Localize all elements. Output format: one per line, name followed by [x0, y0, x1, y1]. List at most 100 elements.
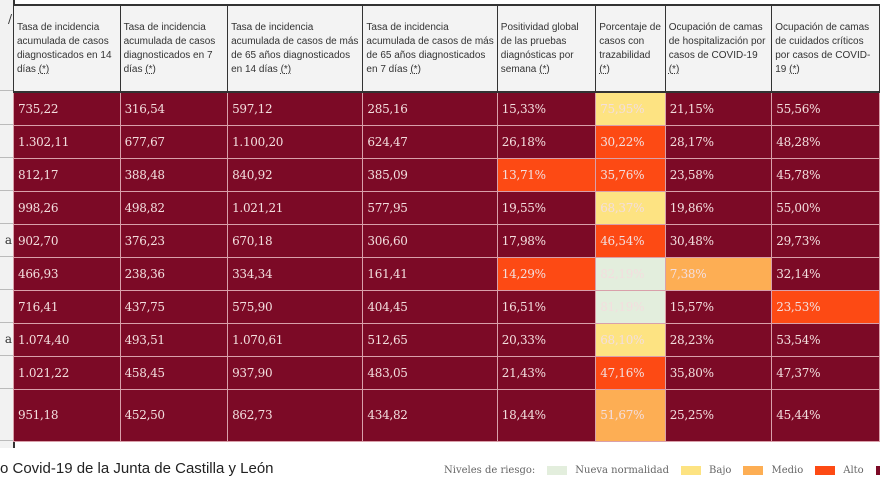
table-cell: 1.074,40: [13, 322, 121, 357]
footnote-link[interactable]: (*): [789, 63, 800, 75]
table-row: 1.021,22 458,45 937,90 483,05 21,43% 47,16% 35…: [13, 355, 880, 390]
table-cell: 17,98%: [496, 223, 597, 258]
row-label: [0, 92, 13, 125]
legend-title: Niveles de riesgo:: [444, 465, 536, 476]
legend-label: Nueva normalidad: [575, 465, 670, 476]
column-header: Tasa de incidencia acumulada de casos de…: [362, 4, 498, 93]
legend-swatch: [815, 466, 836, 475]
legend-label: Medio: [771, 465, 804, 476]
table-cell: 238,36: [119, 256, 229, 291]
column-header-label: Tasa de incidencia acumulada de casos di…: [17, 21, 112, 75]
footnote-link[interactable]: (*): [38, 63, 50, 75]
table-cell: 670,18: [227, 223, 364, 258]
column-header-label: Tasa de incidencia acumulada de casos di…: [123, 21, 216, 75]
table-cell: 902,70: [13, 223, 121, 258]
table-cell: 18,44%: [496, 388, 597, 442]
table-cell: 81,19%: [595, 289, 666, 324]
footnote-link[interactable]: (*): [410, 63, 421, 75]
table-cell: 575,90: [227, 289, 364, 324]
table-cell: 306,60: [362, 223, 498, 258]
table-cell: 68,37%: [595, 190, 666, 225]
table-cell: 404,45: [362, 289, 498, 324]
table-cell: 55,00%: [771, 190, 880, 225]
row-label: [0, 191, 13, 224]
table-cell: 13,71%: [496, 157, 597, 192]
column-header-label: Tasa de incidencia acumulada de casos de…: [231, 21, 359, 75]
table-cell: 23,53%: [771, 289, 880, 324]
table-cell: 937,90: [227, 355, 364, 390]
legend-item-bajo: Bajo: [681, 465, 731, 476]
table-row: 902,70 376,23 670,18 306,60 17,98% 46,54% 30,4…: [13, 223, 880, 258]
table-cell: 14,29%: [496, 256, 597, 291]
row-label: [0, 356, 13, 389]
legend-swatch: [743, 466, 764, 475]
table-cell: 51,67%: [595, 388, 666, 442]
table-cell: 30,48%: [664, 223, 773, 258]
table-cell: 388,48: [119, 157, 229, 192]
footnote-link[interactable]: (*): [668, 63, 680, 75]
table-cell: 28,17%: [664, 124, 773, 159]
column-header-label: Positividad global de las pruebas diagnó…: [500, 21, 579, 75]
legend-label: Alto: [843, 465, 864, 476]
table-cell: 48,28%: [771, 124, 880, 159]
table-cell: 26,18%: [496, 124, 597, 159]
column-header-label: Ocupación de camas de hospitalización po…: [668, 21, 766, 61]
table-cell: 466,93: [13, 256, 121, 291]
table-cell: 624,47: [362, 124, 498, 159]
table-cell: 7,38%: [664, 256, 773, 291]
legend-item-medio: Medio: [743, 465, 803, 476]
table-cell: 45,78%: [771, 157, 880, 192]
table-cell: 735,22: [13, 91, 121, 126]
column-header: Porcentaje de casos con trazabilidad (*): [595, 4, 666, 93]
legend-item-muy-alto: [875, 466, 880, 475]
table-cell: 951,18: [13, 388, 121, 442]
table-cell: 55,56%: [771, 91, 880, 126]
table-cell: 437,75: [119, 289, 229, 324]
column-header: Tasa de incidencia acumulada de casos de…: [227, 4, 364, 93]
table-cell: 316,54: [119, 91, 229, 126]
footnote-link[interactable]: (*): [145, 63, 156, 75]
table-cell: 334,34: [227, 256, 364, 291]
table-cell: 19,86%: [664, 190, 773, 225]
legend-item-alto: Alto: [815, 465, 864, 476]
column-header: Positividad global de las pruebas diagnó…: [496, 4, 597, 93]
table-cell: 45,44%: [771, 388, 880, 442]
table-cell: 53,54%: [771, 322, 880, 357]
table-cell: 47,37%: [771, 355, 880, 390]
table-cell: 498,82: [119, 190, 229, 225]
table-cell: 28,23%: [664, 322, 773, 357]
table-header-row: Tasa de incidencia acumulada de casos di…: [13, 4, 880, 93]
column-header: Ocupación de camas de hospitalización po…: [664, 4, 773, 93]
table-cell: 35,76%: [595, 157, 666, 192]
row-label: [0, 257, 13, 290]
table-cell: 21,43%: [496, 355, 597, 390]
table-cell: 493,51: [119, 322, 229, 357]
column-header-label: Tasa de incidencia acumulada de casos de…: [366, 21, 494, 75]
table-body: 735,22 316,54 597,12 285,16 15,33% 75,95% 21,1…: [13, 91, 880, 442]
table-cell: 29,73%: [771, 223, 880, 258]
table-cell: 512,65: [362, 322, 498, 357]
footnote-link[interactable]: (*): [599, 63, 610, 75]
column-header: Tasa de incidencia acumulada de casos di…: [13, 4, 121, 93]
table-row: 1.302,11 677,67 1.100,20 624,47 26,18% 30,22%…: [13, 124, 880, 159]
table-cell: 68,10%: [595, 322, 666, 357]
table-cell: 25,25%: [664, 388, 773, 442]
row-label: a: [0, 224, 13, 257]
table-row: 998,26 498,82 1.021,21 577,95 19,55% 68,37% 19…: [13, 190, 880, 225]
row-label: [0, 389, 13, 441]
row-label: [0, 290, 13, 323]
table-cell: 862,73: [227, 388, 364, 442]
footnote-link[interactable]: (*): [280, 63, 292, 75]
table-cell: 20,33%: [496, 322, 597, 357]
legend-label: Bajo: [709, 465, 732, 476]
table-cell: 21,15%: [664, 91, 773, 126]
footnote-link[interactable]: (*): [539, 63, 550, 75]
table-cell: 452,50: [119, 388, 229, 442]
table-cell: 376,23: [119, 223, 229, 258]
column-header-label: Ocupación de camas de cuidados críticos …: [775, 21, 871, 75]
table-row: 716,41 437,75 575,90 404,45 16,51% 81,19% 15,5…: [13, 289, 880, 324]
table-cell: 597,12: [227, 91, 364, 126]
table-row: 812,17 388,48 840,92 385,09 13,71% 35,76% 23,5…: [13, 157, 880, 192]
table-cell: 1.070,61: [227, 322, 364, 357]
table-cell: 840,92: [227, 157, 364, 192]
